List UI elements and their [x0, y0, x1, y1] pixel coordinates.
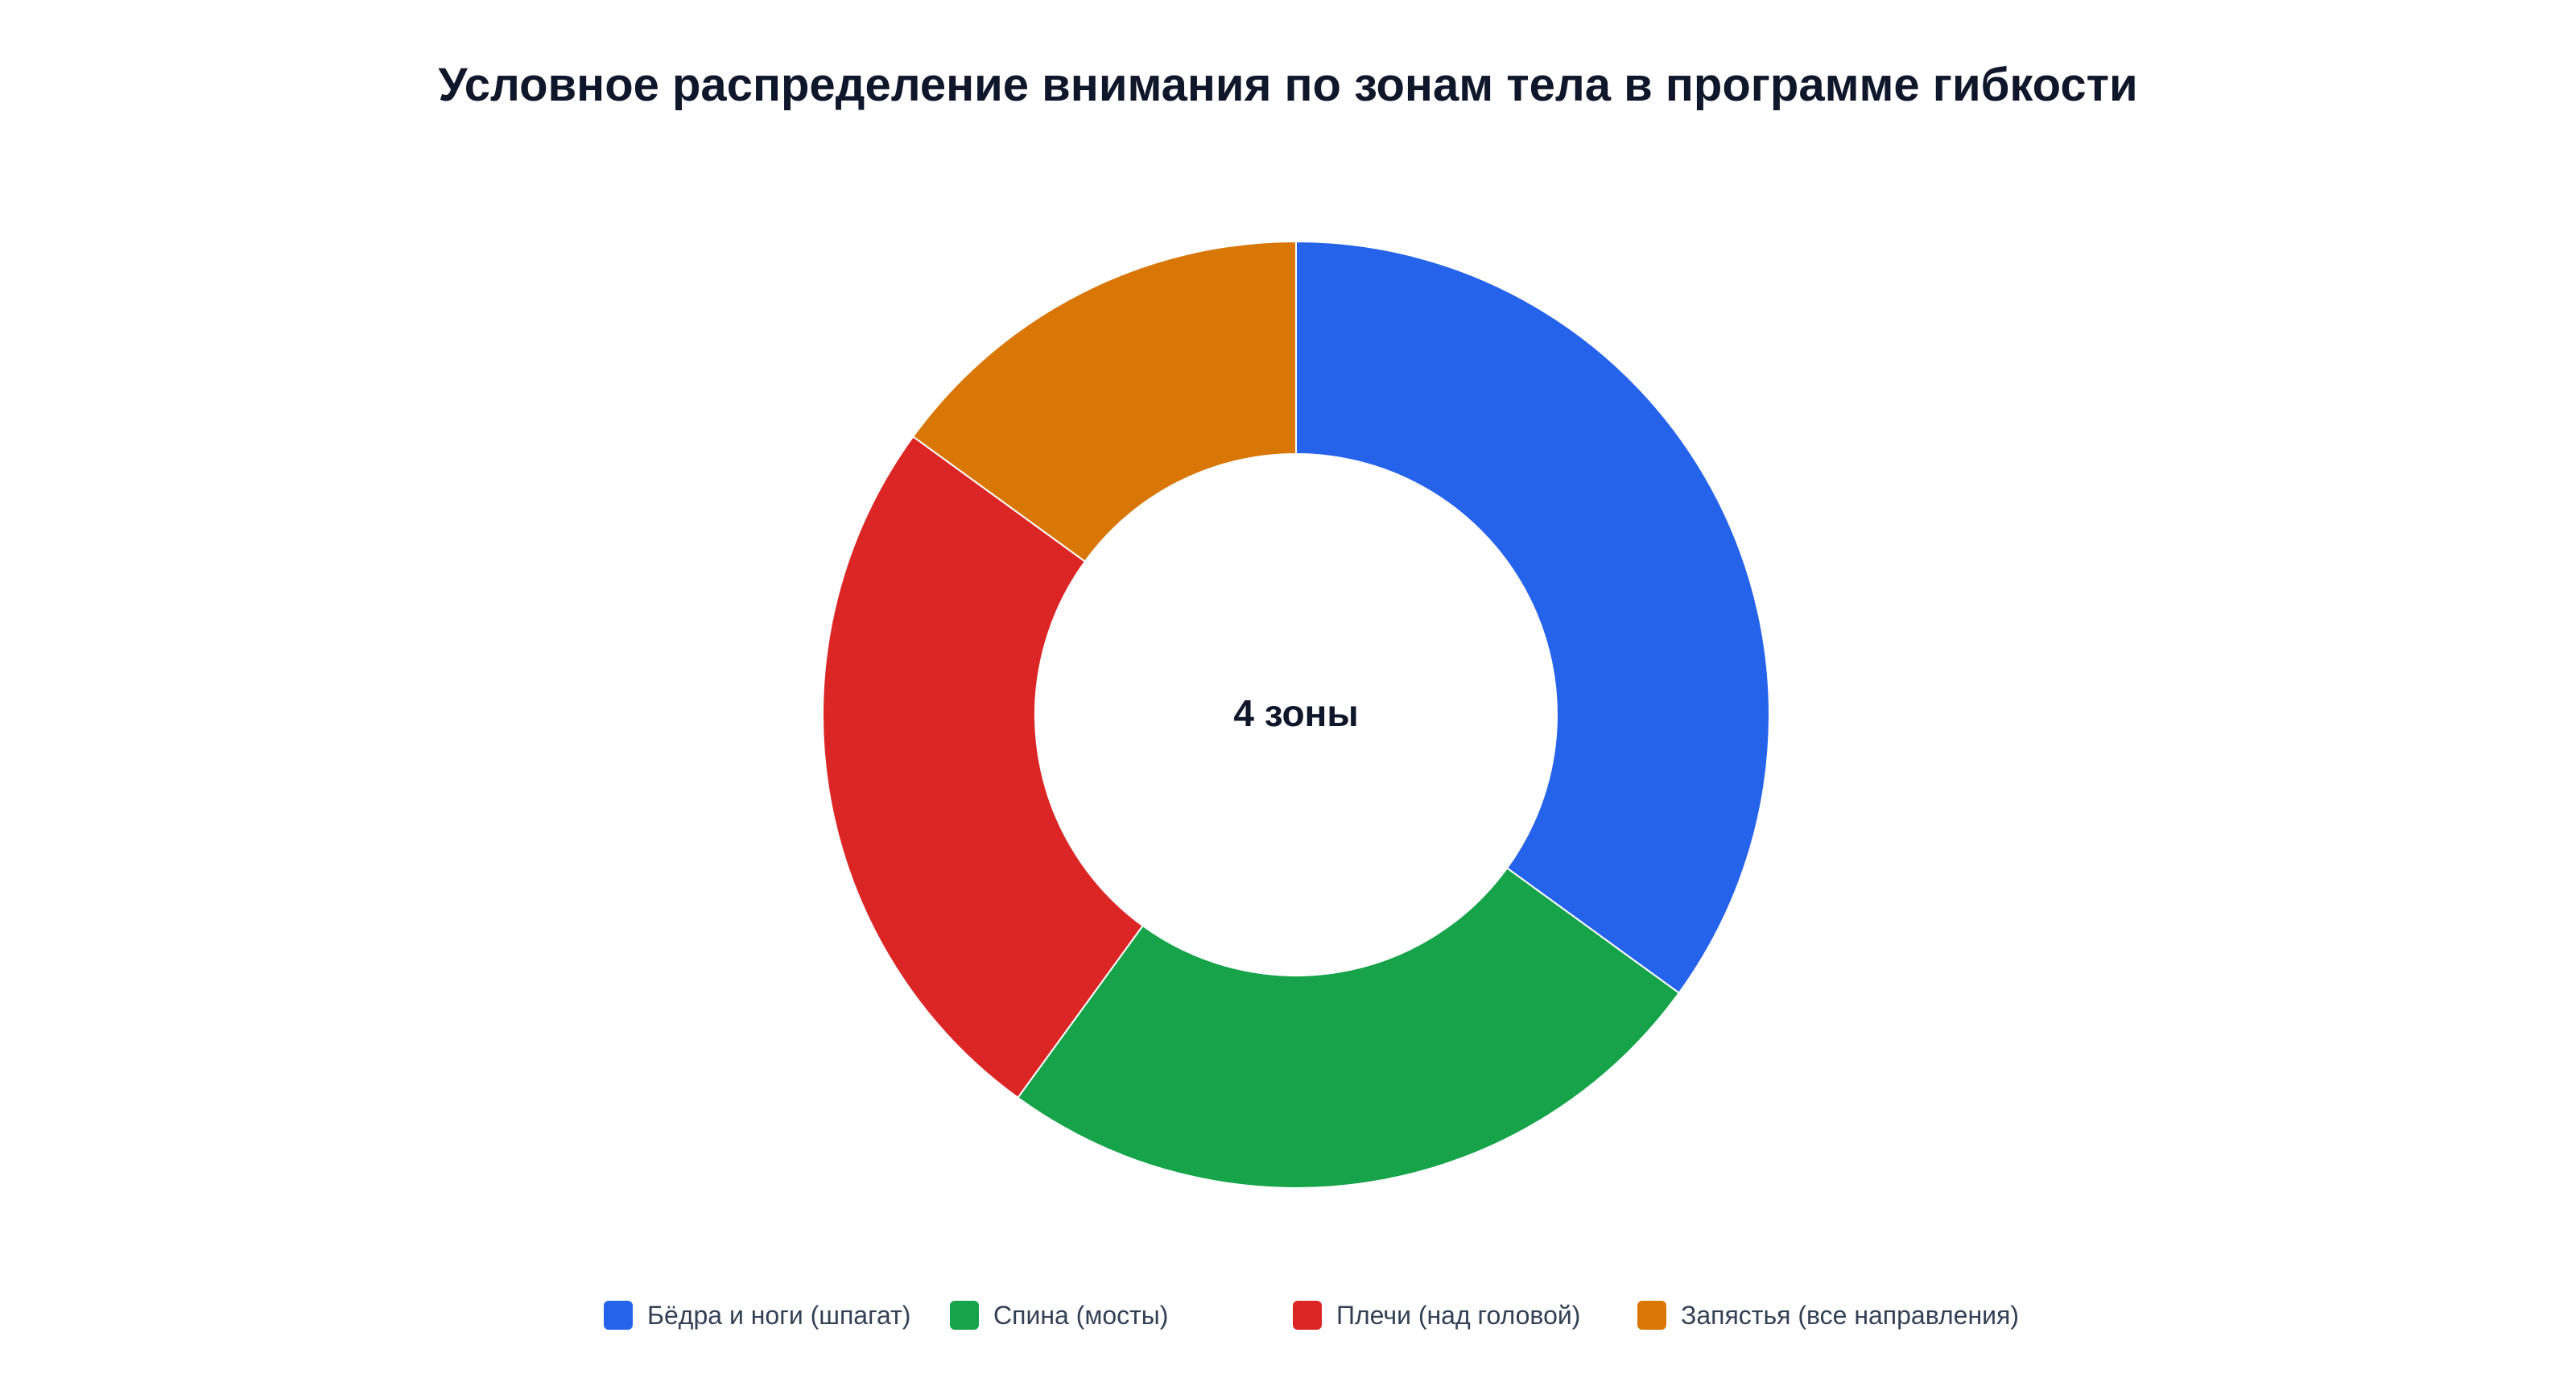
donut-slices: [822, 240, 1770, 1189]
legend-label: Плечи (над головой): [1336, 1300, 1581, 1330]
donut-slice-3[interactable]: [822, 435, 1144, 1100]
legend-item[interactable]: Спина (мосты): [950, 1291, 1168, 1339]
legend-label: Запястья (все направления): [1681, 1300, 2019, 1330]
donut-center-label: 4 зоны: [1233, 692, 1358, 734]
legend-item[interactable]: Бёдра и ноги (шпагат): [604, 1291, 910, 1339]
chart-legend: Бёдра и ноги (шпагат) Спина (мосты) Плечи …: [0, 1291, 2576, 1339]
legend-swatch: [604, 1301, 633, 1330]
legend-swatch: [950, 1301, 979, 1330]
legend-label: Бёдра и ноги (шпагат): [647, 1300, 911, 1330]
legend-swatch: [1637, 1301, 1666, 1330]
chart-title: Условное распределение внимания по зонам…: [438, 59, 2138, 111]
donut-slice-4[interactable]: [911, 240, 1297, 563]
legend-label: Спина (мосты): [993, 1300, 1169, 1330]
donut-slice-2[interactable]: [1016, 867, 1681, 1189]
legend-item[interactable]: Запястья (все направления): [1637, 1291, 2019, 1339]
donut-slice-1[interactable]: [1295, 240, 1770, 995]
legend-item[interactable]: Плечи (над головой): [1293, 1291, 1580, 1339]
legend-swatch: [1293, 1301, 1322, 1330]
